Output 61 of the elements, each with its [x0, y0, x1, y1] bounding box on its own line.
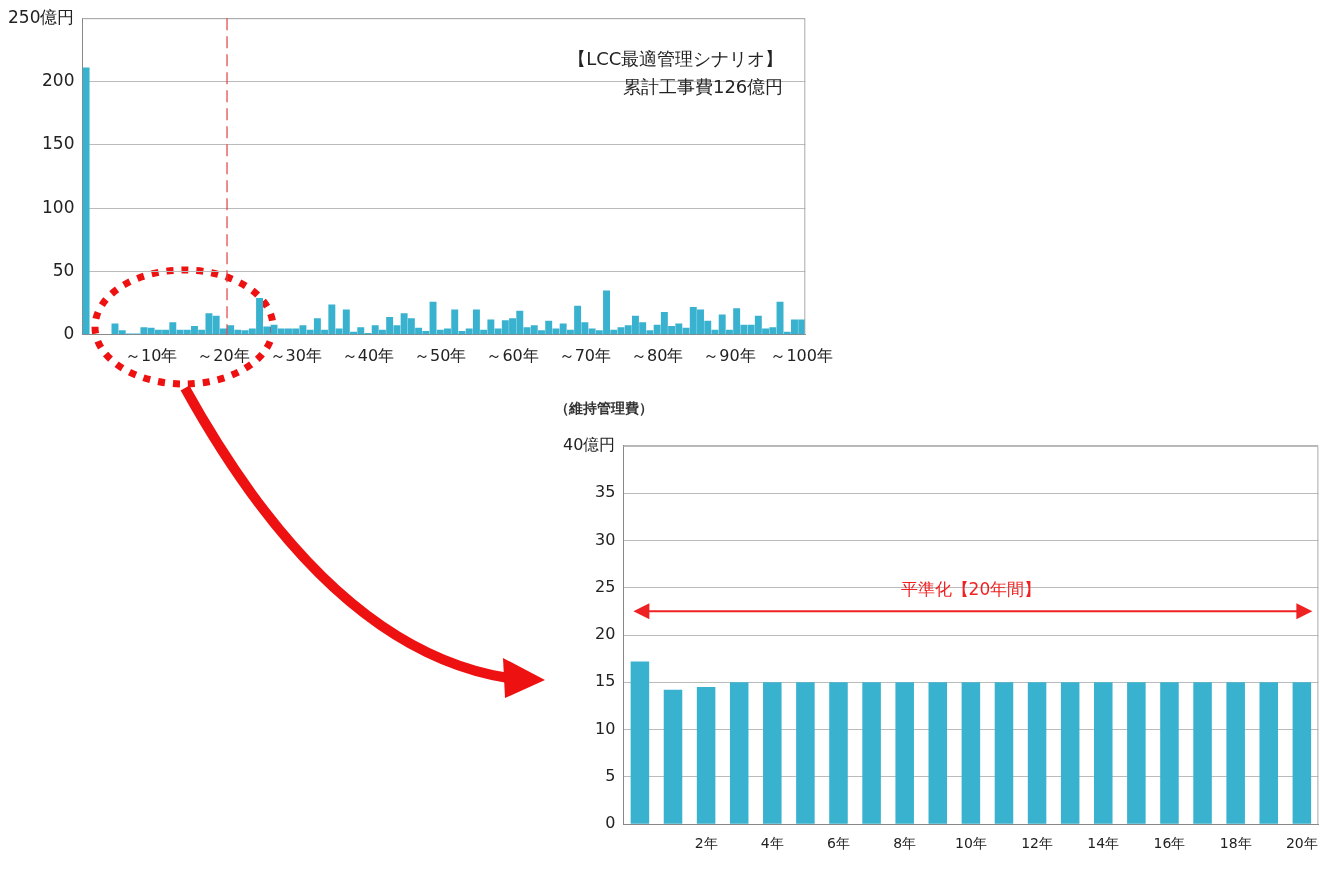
x-tick-label: ～80年	[630, 345, 684, 365]
y-tick-label: 30	[595, 529, 616, 549]
y-tick-label: 200	[41, 69, 75, 90]
bar	[961, 682, 981, 824]
x-tick-label: ～40年	[341, 345, 395, 365]
x-tick-label: ～10年	[124, 345, 178, 365]
bar	[829, 682, 848, 824]
y-tick-label: 100	[41, 196, 75, 217]
x-tick-label: 4年	[760, 835, 784, 852]
bar	[1027, 682, 1047, 824]
x-tick-label: ～70年	[558, 345, 612, 365]
bar	[1127, 682, 1146, 824]
x-tick-label: 18年	[1219, 835, 1252, 852]
y-tick-label: 35	[595, 482, 616, 502]
x-tick-label: ～50年	[414, 345, 467, 365]
x-tick-label: 8年	[893, 835, 917, 852]
annotation: 累計工事費126億円	[622, 75, 784, 97]
bar	[1292, 682, 1312, 824]
bar	[729, 682, 749, 824]
bar	[630, 661, 650, 824]
x-tick-label: ～60年	[486, 345, 539, 365]
bar	[1193, 682, 1212, 824]
annotation: 【LCC最適管理シナリオ】	[568, 47, 784, 69]
bar	[1094, 682, 1113, 824]
y-tick-label: 150	[41, 133, 75, 154]
bar	[763, 682, 782, 824]
bar	[862, 682, 881, 824]
ref-line-label: 平準化【20年間】	[900, 579, 1042, 600]
x-tick-label: ～30年	[269, 345, 322, 365]
x-tick-label: 6年	[827, 835, 850, 852]
y-tick-label: 10	[595, 718, 616, 738]
y-tick-label: 25	[595, 576, 616, 596]
x-tick-label: 2年	[694, 835, 718, 852]
y-tick-label: 250億円	[7, 6, 75, 27]
bar	[663, 689, 683, 824]
x-tick-label: ～20年	[197, 345, 250, 365]
x-tick-label: 10年	[954, 835, 987, 852]
x-tick-label: 20年	[1285, 835, 1318, 852]
bar	[1160, 682, 1179, 824]
bar	[696, 687, 716, 824]
y-tick-label: 20	[595, 624, 616, 644]
y-tick-label: 50	[52, 259, 75, 280]
x-tick-label: ～90年	[703, 345, 756, 365]
bar	[796, 682, 815, 824]
bar	[1259, 682, 1279, 824]
y-tick-label: 0	[605, 813, 616, 833]
y-tick-label: 40億円	[563, 434, 616, 454]
bar	[895, 682, 914, 824]
bar	[994, 682, 1014, 824]
y-tick-label: 15	[595, 671, 616, 691]
x-tick-label: 14年	[1087, 835, 1120, 852]
x-tick-label: 16年	[1153, 835, 1186, 852]
bar	[1226, 682, 1245, 824]
y-tick-label: 5	[605, 766, 616, 786]
y-tick-label: 0	[63, 323, 75, 344]
bar	[928, 682, 948, 824]
bar	[82, 67, 90, 335]
chart-title: （維持管理費）	[555, 400, 653, 417]
bar	[1060, 682, 1080, 824]
x-tick-label: ～100年	[770, 345, 833, 365]
x-tick-label: 12年	[1021, 835, 1053, 852]
